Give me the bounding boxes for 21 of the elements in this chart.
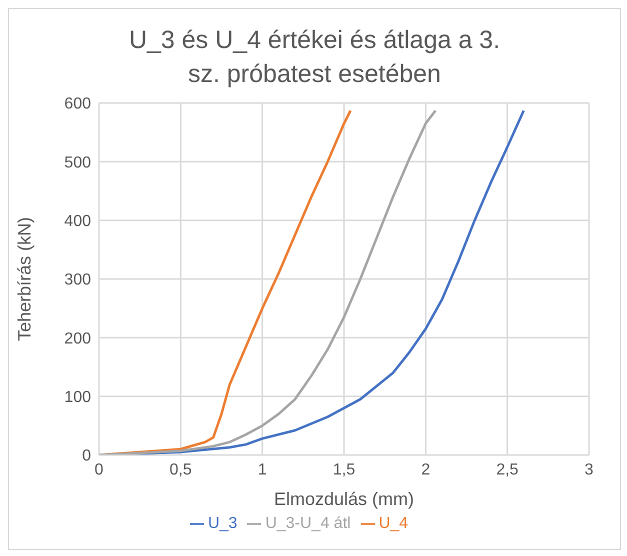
y-tick-label: 100 [64, 389, 92, 406]
x-axis-title: Elmozdulás (mm) [274, 489, 414, 509]
x-tick-label: 3 [584, 461, 594, 478]
y-tick-label: 600 [64, 96, 92, 113]
y-tick-label: 400 [64, 213, 92, 230]
y-tick-label: 0 [82, 448, 92, 465]
x-tick-label: 2 [421, 461, 430, 478]
y-tick-label: 300 [64, 272, 92, 289]
x-tick-label: 1 [258, 461, 267, 478]
y-axis-title: Teherbírás (kN) [14, 216, 34, 342]
x-tick-label: 2,5 [496, 461, 519, 478]
legend-label: U_3 [208, 515, 238, 532]
y-tick-label: 200 [64, 330, 92, 348]
x-tick-label: 0 [94, 461, 104, 478]
y-tick-label: 500 [64, 154, 92, 172]
legend-label: U_3-U_4 átl [265, 515, 351, 532]
line-series [99, 109, 437, 455]
x-tick-label: 0,5 [170, 461, 192, 478]
chart-title: U_3 és U_4 értékei és átlaga a 3. sz. próbatest esetében [128, 25, 502, 90]
x-tick-label: 1,5 [332, 461, 356, 478]
legend-label: U_4 [378, 515, 408, 532]
